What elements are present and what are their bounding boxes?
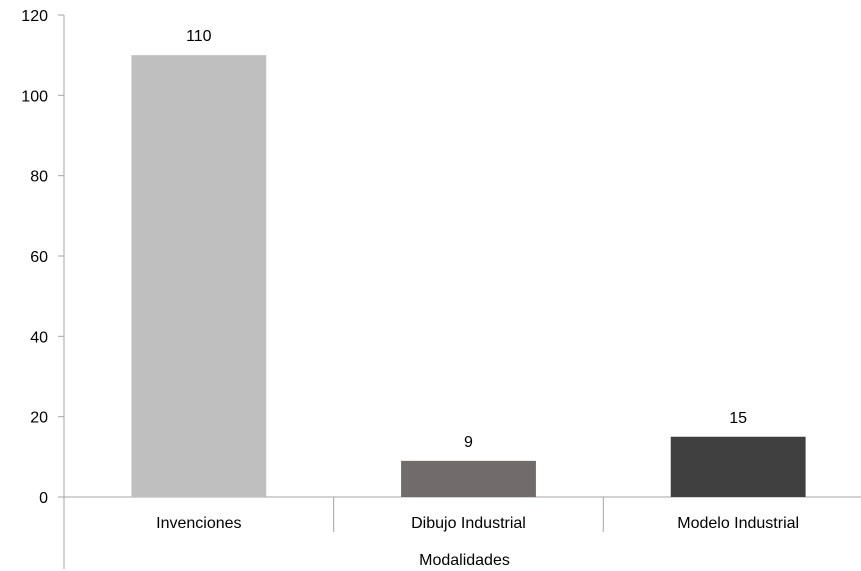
- data-label: 110: [186, 28, 212, 45]
- y-tick-label: 100: [21, 88, 48, 105]
- data-labels: 110 9 15: [186, 28, 747, 451]
- x-axis: Invenciones Dibujo Industrial Modelo Indus…: [64, 496, 861, 532]
- x-axis-title: Modalidades: [419, 552, 510, 569]
- y-tick-label: 60: [30, 249, 48, 266]
- data-label: 9: [464, 434, 473, 451]
- data-label: 15: [729, 410, 747, 427]
- x-category-label: Dibujo Industrial: [411, 515, 526, 532]
- x-category-label: Invenciones: [156, 515, 241, 532]
- bar-invenciones: [131, 55, 267, 498]
- y-axis: 0 20 40 60 80 100 120: [21, 8, 65, 569]
- y-tick-label: 40: [30, 329, 48, 346]
- x-category-label: Modelo Industrial: [677, 515, 799, 532]
- y-tick-label: 80: [30, 169, 48, 186]
- bar-dibujo-industrial: [401, 460, 536, 497]
- bar-modelo-industrial: [670, 436, 806, 497]
- y-tick-label: 20: [30, 410, 48, 427]
- y-tick-label: 120: [21, 8, 48, 25]
- y-tick-label: 0: [39, 490, 48, 507]
- bars: [131, 55, 806, 498]
